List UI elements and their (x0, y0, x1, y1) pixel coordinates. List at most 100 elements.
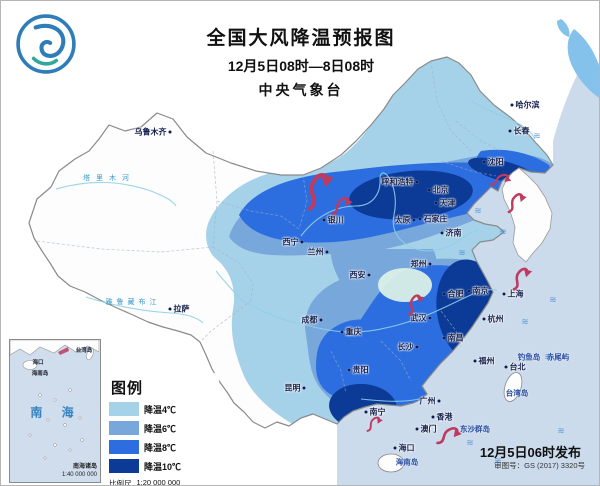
city-label: 合肥 (442, 289, 464, 300)
legend-label: 降温6℃ (144, 423, 177, 434)
city-name: 石家庄 (423, 214, 448, 224)
city-label: 乌鲁木齐 (135, 127, 172, 138)
legend-item: 降温6℃ (109, 421, 219, 435)
city-name: 福州 (478, 356, 495, 366)
city-dot-icon (482, 317, 486, 321)
strong-wind-icon (429, 416, 465, 457)
city-dot-icon (325, 250, 329, 254)
city-label: 南京 (467, 286, 489, 297)
city-dot-icon (442, 292, 446, 296)
city-name: 济南 (445, 228, 462, 238)
city-name: 南京 (472, 286, 489, 296)
city-name: 杭州 (487, 314, 504, 324)
scale-label: 比例尺 (109, 479, 132, 486)
city-dot-icon (510, 103, 514, 107)
city-name: 昆明 (284, 383, 301, 393)
city-label: 重庆 (340, 327, 362, 338)
city-name: 贵阳 (352, 365, 369, 375)
city-dot-icon (440, 231, 444, 235)
city-name: 北京 (432, 185, 449, 195)
city-label: 沈阳 (482, 157, 504, 168)
strong-wind-icon (295, 164, 339, 221)
city-name: 合肥 (447, 289, 464, 299)
city-dot-icon (428, 262, 432, 266)
city-dot-icon (319, 318, 323, 322)
agency-name: 中央气象台 (258, 82, 344, 98)
city-dot-icon (437, 399, 441, 403)
city-label: 长春 (508, 126, 530, 137)
legend-label: 降温4℃ (144, 404, 177, 415)
city-label: 上海 (502, 289, 524, 300)
city-name: 台北 (509, 362, 526, 372)
legend-item: 降温4℃ (109, 402, 219, 416)
sea-wave-icon: ≋ (533, 130, 541, 141)
city-dot-icon (322, 218, 326, 222)
sea-wave-icon: ≋ (544, 351, 552, 362)
scale-value: 1:20 000 000 (136, 478, 181, 486)
city-label: 拉萨 (168, 304, 190, 315)
island-label: 东沙群岛 (460, 424, 490, 434)
legend-swatch (109, 421, 139, 435)
city-label: 成都 (302, 315, 323, 326)
sea-wave-icon: ≋ (549, 294, 557, 305)
city-dot-icon (428, 316, 432, 320)
city-dot-icon (434, 201, 438, 205)
city-dot-icon (412, 218, 416, 222)
legend-swatch (109, 402, 139, 416)
china-border (28, 56, 554, 429)
sea-wave-icon: ≋ (474, 205, 482, 216)
city-label: 郑州 (411, 259, 432, 270)
city-name: 郑州 (410, 259, 427, 269)
city-label: 澳门 (415, 424, 437, 435)
city-dot-icon (347, 368, 351, 372)
korea-peninsula (501, 167, 553, 263)
taiwan-island (503, 372, 523, 402)
city-label: 武汉 (411, 313, 432, 324)
city-dot-icon (168, 130, 172, 134)
city-name: 南宁 (369, 407, 386, 417)
inset-place-label: 台湾岛 (75, 348, 93, 354)
city-name: 上海 (507, 289, 524, 299)
city-label: 石家庄 (418, 214, 448, 225)
city-label: 贵阳 (347, 365, 369, 376)
city-name: 西安 (349, 270, 366, 280)
city-dot-icon (415, 180, 419, 184)
city-dot-icon (504, 365, 508, 369)
city-name: 广州 (419, 396, 436, 406)
city-name: 成都 (301, 315, 318, 325)
legend-swatch (109, 459, 139, 473)
city-dot-icon (302, 386, 306, 390)
city-dot-icon (364, 410, 368, 414)
strong-wind-icon (362, 411, 384, 438)
south-china-sea-inset: 南 海 台湾岛 海口 海南岛 南海诸岛 1:40 000 000 (9, 339, 101, 483)
city-label: 福州 (473, 356, 495, 367)
city-label: 昆明 (285, 383, 306, 394)
city-name: 南昌 (447, 333, 464, 343)
city-name: 香港 (436, 412, 453, 422)
city-name: 澳门 (420, 424, 437, 434)
city-label: 杭州 (482, 314, 504, 325)
inset-map (10, 340, 100, 460)
valid-period: 12月5日08时—8日08时 (227, 58, 375, 74)
sea-wave-icon: ≋ (466, 437, 474, 448)
city-label: 西安 (350, 270, 371, 281)
city-label: 广州 (420, 396, 441, 407)
strong-wind-icon (483, 164, 515, 198)
city-name: 重庆 (345, 327, 362, 337)
inset-place-label: 海口 (32, 360, 44, 366)
city-label: 济南 (440, 228, 462, 239)
inset-scale: 1:40 000 000 (61, 472, 97, 478)
city-label: 香港 (431, 412, 453, 423)
sea-wave-icon: ≋ (499, 226, 507, 237)
city-dot-icon (508, 129, 512, 133)
city-name: 兰州 (307, 247, 324, 257)
city-label: 太原 (395, 215, 416, 226)
city-name: 乌鲁木齐 (134, 127, 167, 137)
island-label: 台湾岛 (505, 388, 529, 398)
city-name: 呼和浩特 (381, 177, 414, 187)
sea-wave-icon: ≋ (458, 247, 466, 258)
legend-box: 图例 降温4℃ 降温6℃ 降温8℃ 降温10℃ 比例尺 1:20 000 000 (101, 373, 219, 485)
city-name: 拉萨 (173, 304, 190, 314)
legend-item: 降温8℃ (109, 440, 219, 454)
